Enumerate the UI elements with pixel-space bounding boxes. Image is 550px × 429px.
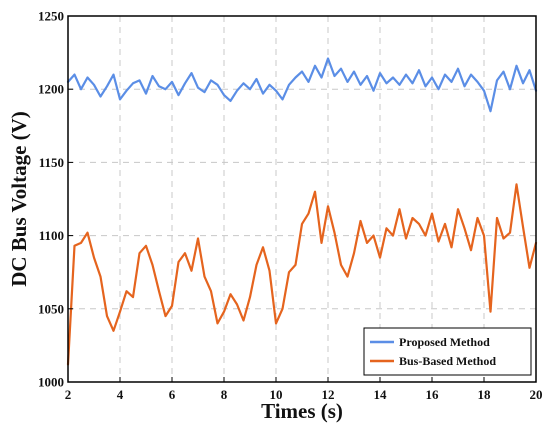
series-line-1	[66, 183, 538, 366]
legend-box	[363, 327, 532, 376]
y-tick-label: 1250	[38, 9, 64, 24]
ticks	[67, 15, 537, 383]
y-tick-label: 1000	[38, 375, 64, 390]
legend-label-bus-based-method: Bus-Based Method	[399, 354, 496, 368]
legend: Proposed Method Bus-Based Method	[363, 327, 532, 376]
x-tick-label: 12	[322, 387, 335, 402]
x-tick-label: 4	[117, 387, 124, 402]
x-tick-label: 8	[221, 387, 228, 402]
y-tick-label: 1050	[38, 301, 64, 316]
plot-frame	[67, 15, 537, 383]
x-tick-label: 6	[169, 387, 176, 402]
y-tick-label: 1200	[38, 82, 64, 97]
y-tick-label: 1150	[39, 155, 64, 170]
x-tick-label: 10	[270, 387, 283, 402]
x-tick-label: 16	[426, 387, 440, 402]
series-line-0	[66, 57, 538, 113]
x-tick-label: 2	[65, 387, 72, 402]
x-tick-label: 20	[530, 387, 543, 402]
tick-labels: 2 4 6 8 10 12 14 16 18 20 1000 1050 1100 1150 1200 1250	[38, 9, 543, 403]
x-tick-label: 14	[374, 387, 388, 402]
legend-label-proposed-method: Proposed Method	[399, 335, 490, 349]
series-layer	[66, 57, 538, 366]
x-axis-title: Times (s)	[261, 399, 343, 423]
y-tick-label: 1100	[39, 228, 64, 243]
y-axis-title: DC Bus Voltage (V)	[7, 111, 31, 287]
x-tick-label: 18	[478, 387, 492, 402]
